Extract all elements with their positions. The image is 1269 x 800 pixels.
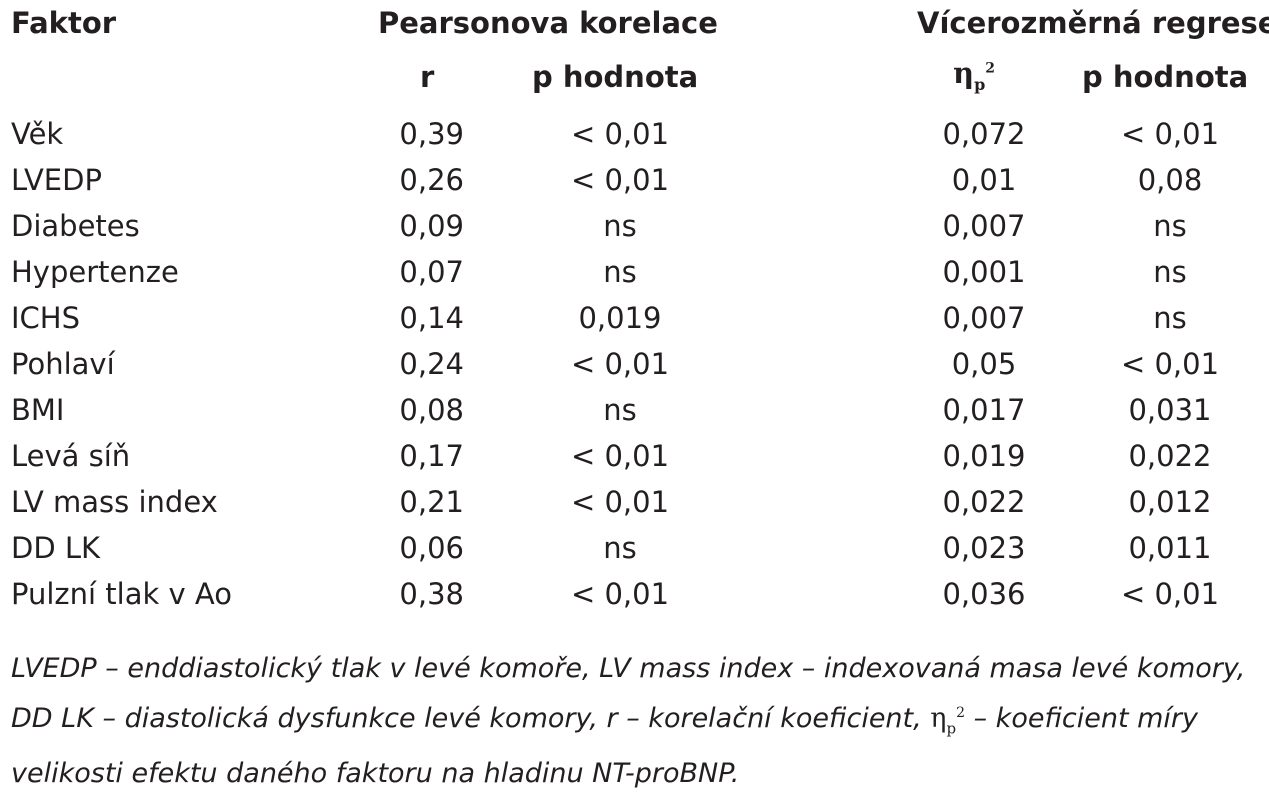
footnote-eta-symbol: η [930, 703, 947, 734]
p-regression-cell: 0,011 [1128, 531, 1212, 565]
r-cell: 0,08 [399, 393, 464, 427]
factor-cell: Věk [11, 117, 64, 151]
footnote: LVEDP – enddiastolický tlak v levé komoř… [11, 646, 1251, 796]
eta-symbol: η [953, 56, 975, 90]
table-row: BMI 0,08 ns 0,017 0,031 [0, 390, 1269, 436]
eta-superscript: 2 [985, 60, 996, 77]
r-cell: 0,17 [399, 439, 464, 473]
factor-cell: ICHS [11, 301, 81, 335]
eta-subscript: p [974, 74, 986, 94]
table-row: LVEDP 0,26 < 0,01 0,01 0,08 [0, 160, 1269, 206]
p-value-cell: ns [603, 255, 637, 289]
factor-cell: Hypertenze [11, 255, 179, 289]
table-row: Diabetes 0,09 ns 0,007 ns [0, 206, 1269, 252]
table-row: Pohlaví 0,24 < 0,01 0,05 < 0,01 [0, 344, 1269, 390]
r-cell: 0,38 [399, 577, 464, 611]
p-regression-cell: 0,08 [1137, 163, 1203, 197]
table-row: LV mass index 0,21 < 0,01 0,022 0,012 [0, 482, 1269, 528]
eta-cell: 0,01 [951, 163, 1017, 197]
p-value-cell: < 0,01 [570, 485, 670, 519]
factor-cell: BMI [11, 393, 65, 427]
p-value-cell: < 0,01 [570, 163, 670, 197]
table-row: Věk 0,39 < 0,01 0,072 < 0,01 [0, 114, 1269, 160]
r-cell: 0,07 [399, 255, 464, 289]
factor-cell: DD LK [11, 531, 101, 565]
r-cell: 0,21 [399, 485, 464, 519]
footnote-text-part1: LVEDP – enddiastolický tlak v levé komoř… [11, 653, 1246, 734]
p-value-cell: < 0,01 [570, 577, 670, 611]
footnote-text-part2: – koeficient míry velikosti efektu danéh… [11, 703, 1199, 790]
p-regression-cell: ns [1153, 209, 1187, 243]
table-row: Pulzní tlak v Ao 0,38 < 0,01 0,036 < 0,01 [0, 574, 1269, 620]
r-cell: 0,24 [399, 347, 464, 381]
header-p-regression: p hodnota [1082, 60, 1249, 94]
r-cell: 0,26 [399, 163, 464, 197]
p-value-cell: ns [603, 209, 637, 243]
p-regression-cell: 0,022 [1128, 439, 1212, 473]
p-value-cell: < 0,01 [570, 117, 670, 151]
factor-cell: Pulzní tlak v Ao [11, 577, 232, 611]
header-regression: Vícerozměrná regrese [917, 6, 1269, 40]
eta-cell: 0,023 [942, 531, 1026, 565]
r-cell: 0,14 [399, 301, 464, 335]
eta-cell: 0,001 [942, 255, 1026, 289]
eta-cell: 0,05 [951, 347, 1017, 381]
factor-cell: Diabetes [11, 209, 140, 243]
factor-cell: Pohlaví [11, 347, 115, 381]
p-value-cell: ns [603, 393, 637, 427]
eta-cell: 0,022 [942, 485, 1026, 519]
r-cell: 0,39 [399, 117, 464, 151]
p-value-cell: < 0,01 [570, 439, 670, 473]
factor-cell: LV mass index [11, 485, 218, 519]
p-regression-cell: < 0,01 [1120, 577, 1220, 611]
eta-cell: 0,072 [942, 117, 1026, 151]
eta-cell: 0,017 [942, 393, 1026, 427]
p-value-cell: 0,019 [578, 301, 662, 335]
header-r: r [420, 60, 435, 94]
table-row: Hypertenze 0,07 ns 0,001 ns [0, 252, 1269, 298]
p-regression-cell: < 0,01 [1120, 117, 1220, 151]
r-cell: 0,06 [399, 531, 464, 565]
factor-cell: Levá síň [11, 439, 131, 473]
p-regression-cell: ns [1153, 301, 1187, 335]
r-cell: 0,09 [399, 209, 464, 243]
eta-cell: 0,007 [942, 209, 1026, 243]
eta-cell: 0,019 [942, 439, 1026, 473]
footnote-eta-subscript: p [946, 719, 957, 738]
header-p-pearson: p hodnota [532, 60, 699, 94]
p-value-cell: < 0,01 [570, 347, 670, 381]
p-value-cell: ns [603, 531, 637, 565]
header-factor: Faktor [11, 6, 117, 40]
eta-cell: 0,036 [942, 577, 1026, 611]
header-eta-squared: ηp2 [953, 56, 995, 94]
factor-cell: LVEDP [11, 163, 102, 197]
p-regression-cell: ns [1153, 255, 1187, 289]
table-row: DD LK 0,06 ns 0,023 0,011 [0, 528, 1269, 574]
p-regression-cell: 0,012 [1128, 485, 1212, 519]
p-regression-cell: < 0,01 [1120, 347, 1220, 381]
footnote-eta-squared: ηp2 [930, 703, 966, 738]
p-regression-cell: 0,031 [1128, 393, 1212, 427]
eta-cell: 0,007 [942, 301, 1026, 335]
table-row: Levá síň 0,17 < 0,01 0,019 0,022 [0, 436, 1269, 482]
header-pearson: Pearsonova korelace [378, 6, 718, 40]
table-row: ICHS 0,14 0,019 0,007 ns [0, 298, 1269, 344]
footnote-eta-superscript: 2 [956, 705, 966, 721]
